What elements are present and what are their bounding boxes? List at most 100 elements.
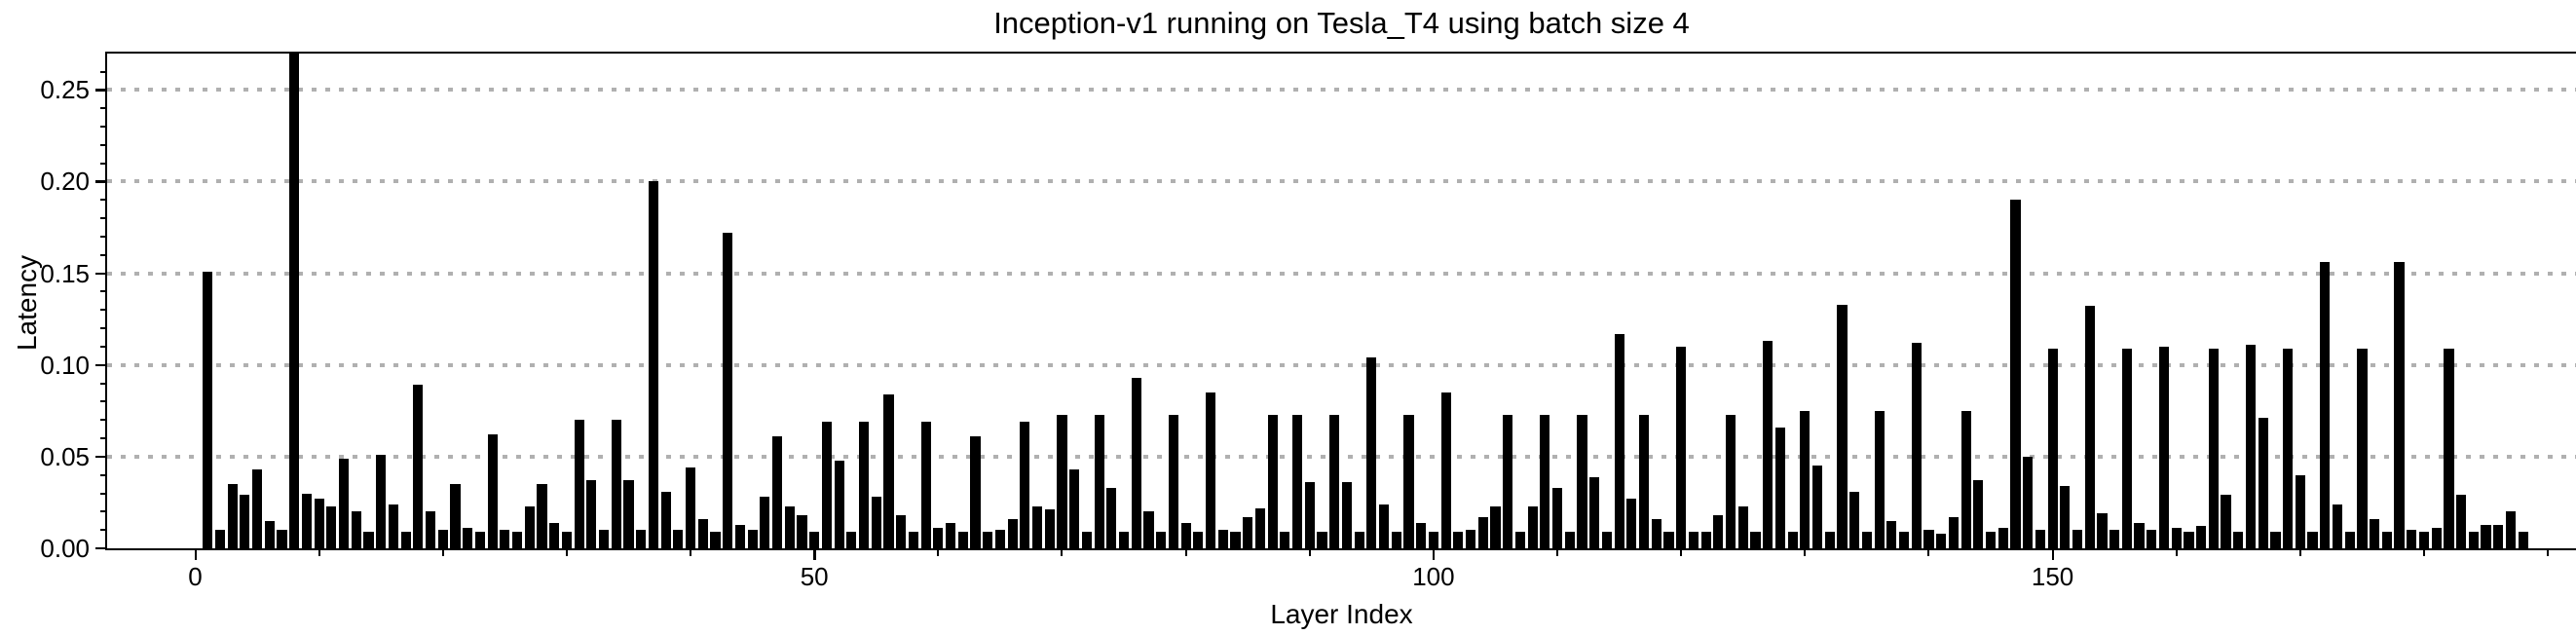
bar (2121, 348, 2132, 548)
bar (896, 515, 907, 548)
bar (1069, 469, 1080, 548)
y-minor-tick (100, 345, 105, 348)
bar (2283, 348, 2294, 548)
bar (1317, 532, 1327, 548)
y-tick (95, 363, 105, 367)
y-minor-tick (100, 126, 105, 128)
bar (636, 530, 647, 548)
x-minor-tick (441, 550, 444, 556)
bar (1638, 414, 1650, 548)
bar (2245, 345, 2257, 548)
bar (463, 528, 473, 548)
bar (2010, 200, 2021, 548)
bar (1106, 487, 1117, 548)
bar (1985, 532, 1997, 548)
bar (240, 495, 250, 548)
bar (1354, 532, 1364, 548)
bar (2147, 530, 2157, 548)
bar (437, 530, 448, 548)
bar (2456, 495, 2467, 548)
bar (314, 499, 324, 548)
bar (450, 484, 461, 548)
bar (1168, 414, 1178, 548)
bar (363, 532, 374, 548)
x-tick-label: 50 (800, 562, 829, 591)
bar (1663, 532, 1674, 548)
bar (1094, 414, 1104, 548)
bar (1156, 532, 1167, 548)
bar (623, 480, 634, 548)
x-minor-tick (1804, 550, 1807, 556)
bar (598, 530, 610, 548)
x-tick (2051, 550, 2054, 560)
x-axis-label: Layer Index (1270, 599, 1413, 629)
bar (648, 181, 658, 548)
chart-title: Inception-v1 running on Tesla_T4 using b… (993, 6, 1690, 40)
bar (2072, 530, 2083, 548)
bar (747, 530, 758, 548)
bar (660, 491, 671, 548)
bar (1763, 341, 1773, 548)
gridline (107, 362, 2576, 367)
bar (376, 454, 387, 548)
y-minor-tick (100, 473, 105, 476)
bar (1230, 532, 1241, 548)
bar (1118, 532, 1130, 548)
bar (723, 233, 733, 548)
y-minor-tick (100, 217, 105, 220)
bar (2171, 528, 2182, 548)
bar (1874, 410, 1885, 548)
y-minor-tick (100, 382, 105, 385)
x-minor-tick (1061, 550, 1064, 556)
y-tick-label: 0.05 (40, 441, 90, 471)
bar (2407, 530, 2417, 548)
bar (1898, 532, 1910, 548)
x-minor-tick (2175, 550, 2178, 556)
bar (673, 530, 684, 548)
bar (2047, 348, 2058, 548)
bar (1564, 532, 1575, 548)
gridline (107, 271, 2576, 276)
bottom-spine (107, 548, 2576, 551)
bar (289, 53, 300, 548)
y-minor-tick (100, 107, 105, 110)
bar (1948, 516, 1959, 548)
bar (1428, 532, 1438, 548)
bar (1366, 357, 1377, 548)
x-minor-tick (1184, 550, 1187, 556)
x-minor-tick (565, 550, 568, 556)
bar (524, 505, 535, 548)
bar (1440, 392, 1451, 548)
bar (797, 515, 807, 548)
bar (1577, 414, 1587, 548)
bar (1997, 528, 2008, 548)
left-spine (105, 52, 108, 550)
y-tick (95, 547, 105, 550)
y-minor-tick (100, 162, 105, 165)
bar (2295, 474, 2305, 548)
y-tick-label: 0.20 (40, 167, 90, 197)
bar (2344, 532, 2355, 548)
bar (1465, 530, 1476, 548)
bar (227, 484, 238, 548)
x-minor-tick (937, 550, 940, 556)
bar (1849, 491, 1860, 548)
bar (2221, 495, 2231, 548)
gridline (107, 454, 2576, 459)
bar (1589, 476, 1600, 548)
bar (1329, 414, 1340, 548)
y-minor-tick (100, 510, 105, 513)
bar (351, 511, 361, 548)
bar (2357, 348, 2368, 548)
y-minor-tick (100, 70, 105, 73)
bar (2394, 262, 2405, 548)
bar (2505, 511, 2517, 548)
bar (1217, 530, 1228, 548)
x-minor-tick (1556, 550, 1559, 556)
bar (1725, 414, 1736, 548)
y-tick-label: 0.25 (40, 75, 90, 105)
bar (203, 271, 213, 548)
y-minor-tick (100, 437, 105, 440)
bar (1378, 504, 1390, 548)
